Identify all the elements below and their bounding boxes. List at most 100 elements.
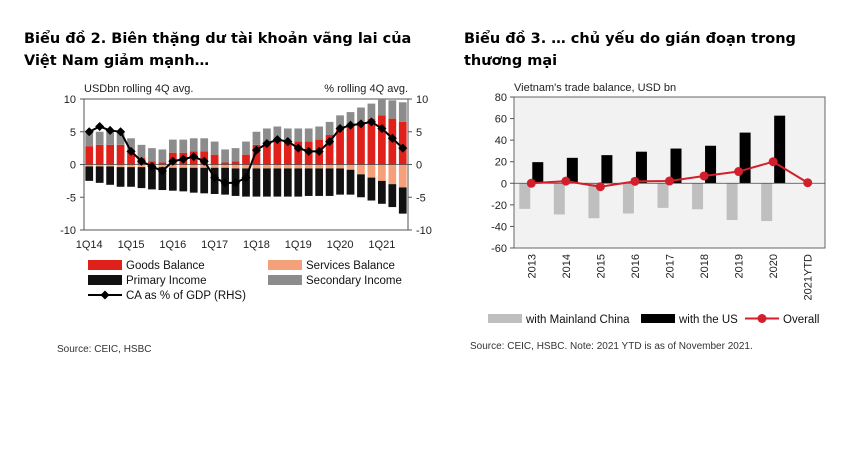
y2-tick-label: -10 <box>416 225 432 237</box>
ca-gdp-point <box>335 123 345 134</box>
chart-unit-label: Vietnam's trade balance, USD bn <box>514 82 676 94</box>
bar-goods-balance <box>221 162 229 165</box>
bar-secondary-income <box>221 149 229 163</box>
trade-balance-chart: -60 -40 -20 0 20 40 60 80 2013 2014 2015 2016 2017 20… <box>488 82 826 326</box>
bar-us <box>774 115 786 184</box>
legend-swatch <box>268 275 302 285</box>
overall-point <box>699 171 709 181</box>
y-tick-label: 80 <box>495 92 507 104</box>
bar-primary-income <box>158 167 167 191</box>
bar-primary-income <box>200 167 209 194</box>
bar-primary-income <box>179 167 188 192</box>
x-tick-label: 1Q18 <box>243 239 270 251</box>
bar-goods-balance <box>325 135 334 165</box>
bar-secondary-income <box>325 121 334 136</box>
bar-us <box>670 148 682 184</box>
legend-label: Primary Income <box>126 275 207 287</box>
x-tick-label: 1Q17 <box>201 239 228 251</box>
bar-primary-income <box>346 169 355 195</box>
ca-gdp-point <box>168 156 178 166</box>
y-tick-label: -10 <box>60 225 76 237</box>
y-tick-label: 60 <box>495 114 507 126</box>
bar-goods-balance <box>294 141 303 165</box>
bar-china <box>519 183 531 209</box>
bar-secondary-income <box>304 128 313 142</box>
y-tick-label: -5 <box>66 192 76 204</box>
y2-tick-label: 10 <box>416 94 428 106</box>
ca-gdp-point <box>95 121 105 132</box>
bar-services-balance <box>85 164 94 167</box>
legend: Goods Balance Services Balance Primary Inc… <box>88 260 402 302</box>
bar-services-balance <box>346 164 355 170</box>
bar-secondary-income <box>106 131 114 145</box>
overall-point <box>561 176 571 186</box>
bar-primary-income <box>106 166 114 185</box>
bar-services-balance <box>242 164 250 169</box>
bar-services-balance <box>378 164 386 181</box>
bar-primary-income <box>325 168 334 196</box>
legend-label: with the US <box>678 314 738 326</box>
legend-label: with Mainland China <box>525 314 630 326</box>
bar-services-balance <box>168 164 177 168</box>
ca-gdp-point <box>387 133 397 143</box>
bar-primary-income <box>283 168 292 197</box>
bar-primary-income <box>367 177 376 201</box>
current-account-chart: -10 -5 0 5 10 -10 -5 0 5 10 1Q14 1Q15 1Q16 1Q17 1Q18 1Q… <box>60 83 432 302</box>
bar-us <box>739 132 751 184</box>
bar-primary-income <box>263 168 271 197</box>
ca-gdp-point <box>105 125 115 135</box>
bar-secondary-income <box>367 103 376 119</box>
bar-china <box>553 183 565 215</box>
x-tick-label: 2013 <box>526 254 538 278</box>
bar-services-balance <box>137 164 146 168</box>
bar-primary-income <box>388 184 397 208</box>
legend: with Mainland China with the US Overall <box>488 314 819 326</box>
ca-gdp-point <box>345 120 356 130</box>
bar-services-balance <box>388 164 397 185</box>
bar-services-balance <box>106 164 114 167</box>
bar-goods-balance <box>210 154 219 165</box>
bar-secondary-income <box>210 141 219 155</box>
bar-services-balance <box>210 164 219 168</box>
bar-goods-balance <box>242 154 250 165</box>
bar-secondary-income <box>336 115 344 129</box>
bar-goods-balance <box>85 146 94 165</box>
bar-primary-income <box>189 167 198 193</box>
bar-services-balance <box>294 164 303 169</box>
x-tick-label: 1Q20 <box>327 239 354 251</box>
bar-services-balance <box>200 164 209 168</box>
bar-secondary-income <box>346 112 355 126</box>
plot-area <box>513 96 826 249</box>
ca-gdp-point <box>84 127 94 137</box>
bar-primary-income <box>85 166 94 181</box>
panel2-title: Biểu đồ 3. … chủ yếu do gián đoạn trong … <box>464 31 796 69</box>
bar-primary-income <box>116 167 125 187</box>
bar-primary-income <box>148 167 156 190</box>
bar-secondary-income <box>168 139 177 153</box>
bar-goods-balance <box>116 144 125 165</box>
bar-secondary-income <box>231 148 240 162</box>
bar-services-balance <box>231 164 240 169</box>
bar-china <box>657 183 669 208</box>
x-tick-label: 1Q19 <box>285 239 312 251</box>
bar-china <box>726 183 738 220</box>
left-unit-label: USDbn rolling 4Q avg. <box>84 83 193 95</box>
bar-services-balance <box>252 164 261 169</box>
legend-label: Goods Balance <box>126 260 205 272</box>
x-tick-label: 2020 <box>768 254 780 278</box>
bar-secondary-income <box>179 139 188 153</box>
bar-secondary-income <box>263 128 271 142</box>
y2-tick-label: 0 <box>416 160 422 172</box>
x-tick-label: 2015 <box>595 254 607 278</box>
y-tick-label: 40 <box>495 135 507 147</box>
legend-swatch <box>641 314 675 323</box>
bar-services-balance <box>179 164 188 168</box>
bar-goods-balance <box>283 141 292 165</box>
bar-services-balance <box>357 164 365 175</box>
ca-gdp-point <box>116 127 126 137</box>
ca-gdp-point <box>356 119 366 129</box>
ca-gdp-point <box>147 161 157 171</box>
bar-secondary-income <box>95 131 104 145</box>
x-tick-label: 2014 <box>561 254 573 278</box>
bar-primary-income <box>398 187 407 214</box>
